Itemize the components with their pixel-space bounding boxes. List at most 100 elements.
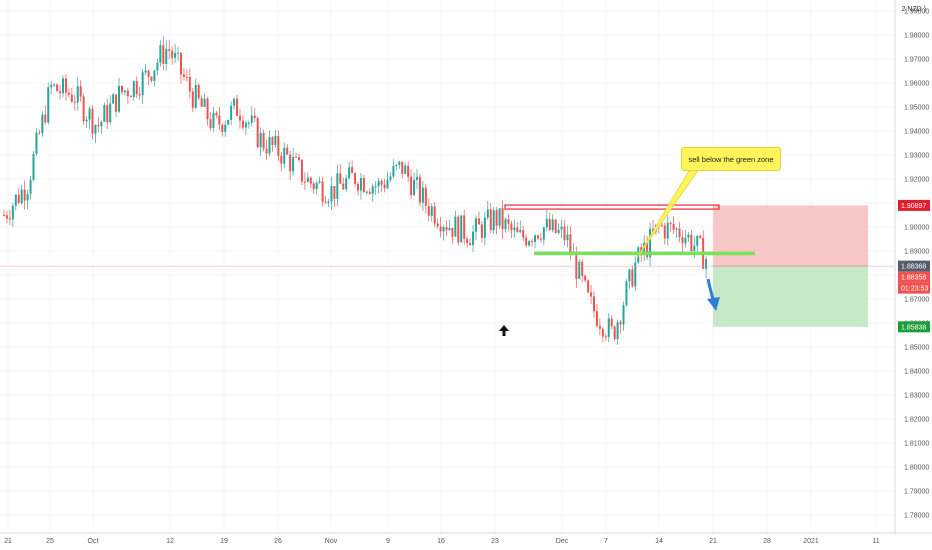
candle-body: [126, 90, 129, 97]
candle-body: [224, 124, 227, 132]
candle-body: [377, 181, 380, 187]
candle-body: [283, 147, 286, 164]
stop-price-tag-bg: [898, 199, 930, 211]
candle-body: [557, 229, 560, 233]
time-tick-label: 23: [491, 538, 499, 545]
candle-body: [141, 72, 144, 96]
candle-body: [241, 120, 244, 128]
candle-body: [424, 187, 427, 207]
candle-body: [253, 115, 256, 119]
candle-body: [566, 234, 569, 241]
candle-body: [507, 219, 510, 224]
candle-body: [23, 189, 26, 201]
candle-body: [675, 228, 678, 230]
candle-body: [292, 157, 295, 172]
candle-body: [244, 122, 247, 128]
candle-body: [118, 85, 121, 112]
candle-body: [362, 178, 365, 193]
candle-body: [3, 215, 5, 216]
candle-body: [32, 153, 35, 180]
candle-body: [336, 173, 339, 199]
candle-body: [321, 181, 324, 202]
candle-body: [472, 231, 475, 246]
candle-body: [545, 219, 548, 228]
candle-body: [47, 87, 50, 123]
time-tick-label: Oct: [88, 538, 99, 545]
candle-body: [70, 94, 73, 102]
candle-body: [569, 234, 572, 254]
level-lines[interactable]: [0, 204, 895, 267]
candle-body: [194, 84, 197, 108]
candle-body: [684, 237, 687, 244]
candle-body: [221, 124, 224, 132]
time-tick-label: 28: [763, 538, 771, 545]
time-tick-label: 7: [604, 538, 608, 545]
candle-body: [182, 74, 185, 77]
candle-body: [64, 78, 67, 93]
support-zone-line: [534, 251, 755, 256]
candle-body: [593, 296, 595, 312]
candle-body: [560, 226, 563, 230]
candle-body: [277, 135, 280, 156]
candle-body: [666, 222, 669, 239]
position-zones: [713, 205, 868, 327]
candle-body: [250, 115, 253, 123]
currency-suffix: ): [923, 6, 926, 13]
candle-body: [180, 52, 182, 75]
candle-body: [67, 92, 70, 95]
candle-body: [330, 186, 333, 202]
candle-body: [185, 76, 188, 78]
down-arrow-head: [707, 297, 720, 311]
candle-body: [454, 216, 457, 237]
price-tick-label: 1.89000: [904, 249, 929, 256]
candle-body: [300, 159, 303, 182]
candle-body: [357, 183, 359, 191]
candle-body: [528, 241, 531, 246]
candle-body: [625, 281, 628, 306]
candle-body: [197, 84, 200, 99]
stop-loss-zone: [713, 205, 868, 267]
candle-body: [162, 45, 165, 64]
candle-body: [339, 173, 342, 184]
currency-prefix: 2: [901, 6, 906, 13]
candle-body: [442, 227, 445, 232]
candle-body: [262, 133, 265, 149]
candle-body: [191, 91, 194, 108]
price-tick-label: 1.97000: [904, 57, 929, 64]
candle-body: [295, 157, 298, 159]
candle-body: [203, 98, 206, 107]
candle-body: [383, 184, 386, 189]
candle-body: [392, 165, 395, 177]
candle-body: [433, 206, 436, 224]
candle-body: [156, 62, 159, 71]
time-axis[interactable]: 21 25 Oct 12 19 26 Nov 9 16 23 Dec 7 14 21 28 2021 11: [0, 532, 932, 545]
time-tick-label: 21: [4, 538, 12, 545]
price-tags: 1.90897 1.88368 1.88358 01:23:53 1.85838: [898, 199, 930, 333]
price-tick-label: 1.93000: [904, 153, 929, 160]
entry-price-tag-bg: [898, 260, 930, 272]
price-tick-label: 1.90000: [904, 225, 929, 232]
candle-body: [705, 259, 708, 269]
callout-box[interactable]: sell below the green zone: [681, 147, 781, 171]
candle-body: [327, 201, 330, 203]
price-tick-label: 1.92000: [904, 177, 929, 184]
candle-body: [298, 157, 300, 160]
time-tick-label: 14: [655, 538, 663, 545]
candle-body: [401, 161, 404, 174]
candle-body: [622, 305, 625, 325]
candle-body: [14, 194, 17, 206]
currency-label: 2 NZD ): [901, 6, 926, 13]
candle-body: [643, 242, 646, 255]
candle-body: [551, 219, 554, 231]
candle-body: [112, 94, 115, 104]
candle-body: [604, 336, 607, 338]
candle-body: [82, 96, 85, 122]
candle-body: [439, 226, 442, 232]
candle-body: [106, 105, 109, 123]
candlestick-series: [3, 36, 708, 345]
candle-body: [460, 215, 463, 243]
candle-body: [365, 191, 368, 193]
candle-body: [531, 241, 534, 243]
